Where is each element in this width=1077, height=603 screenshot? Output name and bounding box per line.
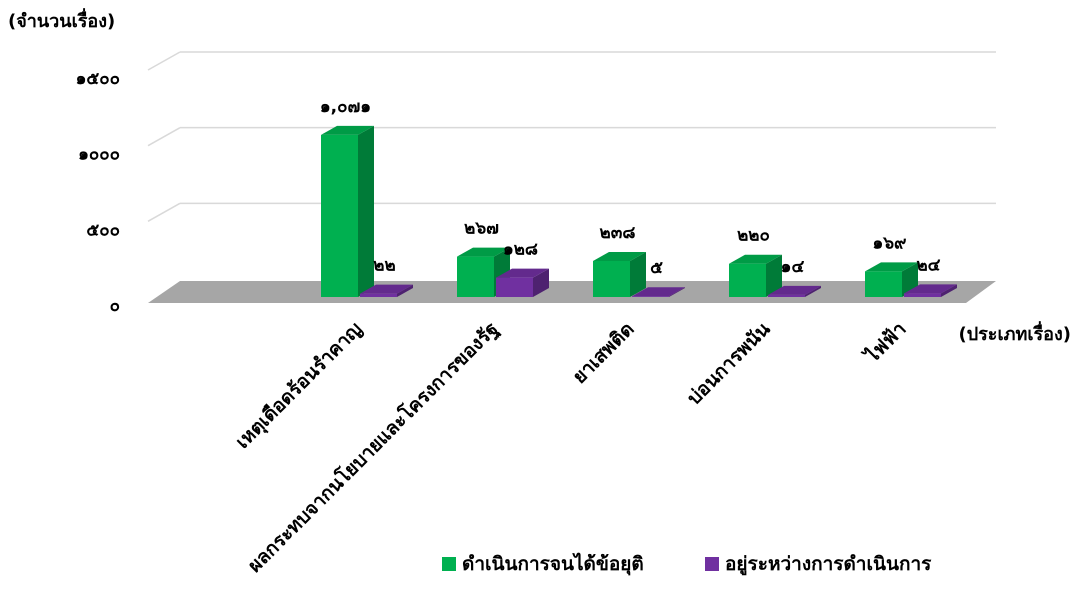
legend: ดำเนินการจนได้ข้อยุติ อยู่ระหว่างการดำเนิ…	[442, 552, 932, 576]
bar-top	[321, 125, 374, 135]
data-label: ๑๒๘	[503, 240, 538, 260]
bar-top	[496, 268, 549, 278]
gridline-side	[147, 127, 181, 147]
bar-front	[729, 263, 766, 297]
data-label: ๒๔	[916, 255, 940, 275]
bar-top	[360, 284, 413, 294]
y-tick-label: ๕๐๐	[86, 220, 120, 240]
category-label: ยาเสพติด	[568, 318, 638, 388]
data-label: ๕	[650, 258, 663, 278]
bar-in-progress	[768, 285, 821, 297]
bar-side	[358, 125, 374, 297]
bar-resolved	[457, 247, 510, 297]
bar-front	[321, 134, 358, 297]
x-axis-label: (ประเภทเรื่อง)	[958, 321, 1071, 345]
bar-side	[805, 285, 821, 297]
data-label: ๒๒	[373, 256, 395, 276]
bar-front	[865, 271, 902, 297]
category-label: เหตุเดือดร้อนรำคาญ	[231, 318, 367, 454]
gridline-side	[147, 202, 181, 222]
data-label: ๒๓๘	[600, 223, 636, 243]
bar-top	[865, 262, 918, 272]
category-label: ผลกระทบจากนโยบายและโครงการของรัฐ	[243, 317, 504, 578]
bar-side	[533, 268, 549, 297]
bar-side	[766, 254, 782, 297]
data-label: ๑๖๙	[872, 233, 906, 253]
category-label: ไฟฟ้า	[860, 317, 911, 368]
bar-top	[768, 285, 821, 295]
bar-front	[768, 294, 805, 297]
legend-item: อยู่ระหว่างการดำเนินการ	[705, 553, 932, 576]
bar-in-progress	[360, 284, 413, 297]
category-labels: เหตุเดือดร้อนรำคาญผลกระทบจากนโยบายและโคร…	[231, 317, 910, 578]
bar-resolved	[593, 251, 646, 297]
bar-front	[904, 293, 941, 297]
bar-in-progress	[632, 287, 685, 297]
bar-side	[669, 287, 685, 297]
bar-front	[593, 260, 630, 297]
bar-in-progress	[496, 268, 549, 297]
category-label: บ่อนการพนัน	[683, 318, 774, 409]
gridlines	[147, 51, 996, 222]
bar-front	[632, 296, 669, 297]
bar-side	[941, 284, 957, 297]
bar-resolved	[321, 125, 374, 297]
bar-top	[729, 254, 782, 264]
y-tick-label: ๑๐๐๐	[78, 145, 120, 165]
data-label: ๑๔	[781, 257, 805, 277]
legend-swatch	[442, 557, 456, 571]
legend-label: ดำเนินการจนได้ข้อยุติ	[462, 552, 644, 576]
y-tick-label: ๐	[110, 296, 120, 316]
bar-in-progress	[904, 284, 957, 297]
legend-label: อยู่ระหว่างการดำเนินการ	[725, 553, 932, 576]
y-tick-label: ๑๕๐๐	[76, 69, 120, 89]
legend-swatch	[705, 557, 719, 571]
y-tick-labels: ๐ ๕๐๐ ๑๐๐๐ ๑๕๐๐	[76, 69, 120, 316]
bar-top	[593, 251, 646, 261]
data-label: ๑,๐๗๑	[320, 97, 371, 117]
bar-front	[496, 277, 533, 297]
data-label: ๒๒๐	[737, 226, 770, 246]
bar-front	[360, 293, 397, 297]
legend-item: ดำเนินการจนได้ข้อยุติ	[442, 552, 644, 576]
data-label: ๒๖๗	[464, 219, 499, 239]
bar-side	[397, 284, 413, 297]
bars	[321, 125, 957, 297]
bar-side	[630, 251, 646, 297]
bar-top	[632, 287, 685, 297]
bar-top	[457, 247, 510, 257]
bar-resolved	[729, 254, 782, 297]
bar-front	[457, 256, 494, 297]
gridline-side	[147, 51, 181, 71]
y-axis-label: (จำนวนเรื่อง)	[8, 8, 115, 32]
bar-top	[904, 284, 957, 294]
